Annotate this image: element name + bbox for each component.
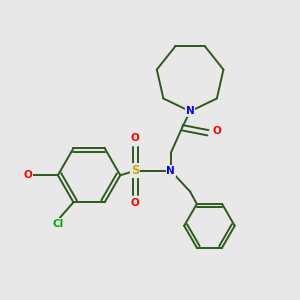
Text: O: O: [212, 126, 221, 136]
Text: O: O: [131, 133, 140, 143]
Text: O: O: [131, 199, 140, 208]
Text: Cl: Cl: [52, 219, 64, 229]
Text: S: S: [131, 164, 140, 177]
Text: N: N: [186, 106, 194, 116]
Text: N: N: [167, 166, 175, 176]
Text: O: O: [24, 170, 32, 180]
